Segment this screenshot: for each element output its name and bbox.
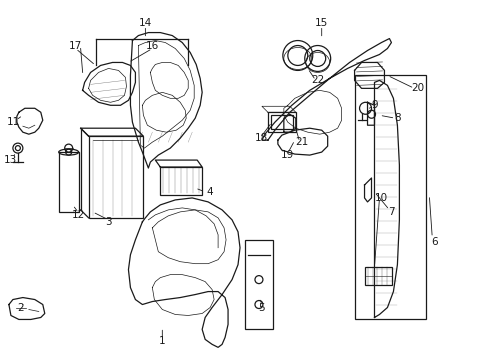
Text: 17: 17	[69, 41, 82, 50]
Text: 4: 4	[206, 187, 213, 197]
Text: 9: 9	[370, 100, 377, 110]
Bar	[59, 152, 79, 212]
Text: 3: 3	[105, 217, 112, 227]
Text: 11: 11	[7, 117, 20, 127]
Text: 6: 6	[430, 237, 437, 247]
Text: 7: 7	[387, 207, 394, 217]
Text: 18: 18	[255, 133, 268, 143]
Text: 10: 10	[374, 193, 387, 203]
Text: 8: 8	[393, 113, 400, 123]
Text: 21: 21	[295, 137, 308, 147]
Bar	[364, 267, 392, 285]
Bar	[354, 75, 426, 319]
Bar	[88, 136, 143, 218]
Text: 12: 12	[72, 210, 85, 220]
Text: 16: 16	[145, 41, 159, 50]
Text: 19: 19	[281, 150, 294, 160]
Text: 14: 14	[139, 18, 152, 28]
Text: 2: 2	[18, 302, 24, 312]
Text: 15: 15	[314, 18, 327, 28]
Bar	[270, 115, 292, 129]
Bar	[267, 112, 295, 132]
Text: 1: 1	[159, 336, 165, 346]
Text: 22: 22	[310, 75, 324, 85]
Text: 13: 13	[4, 155, 18, 165]
Text: 5: 5	[258, 302, 264, 312]
Text: 20: 20	[410, 84, 423, 93]
Bar	[244, 240, 272, 329]
Bar	[160, 167, 202, 195]
